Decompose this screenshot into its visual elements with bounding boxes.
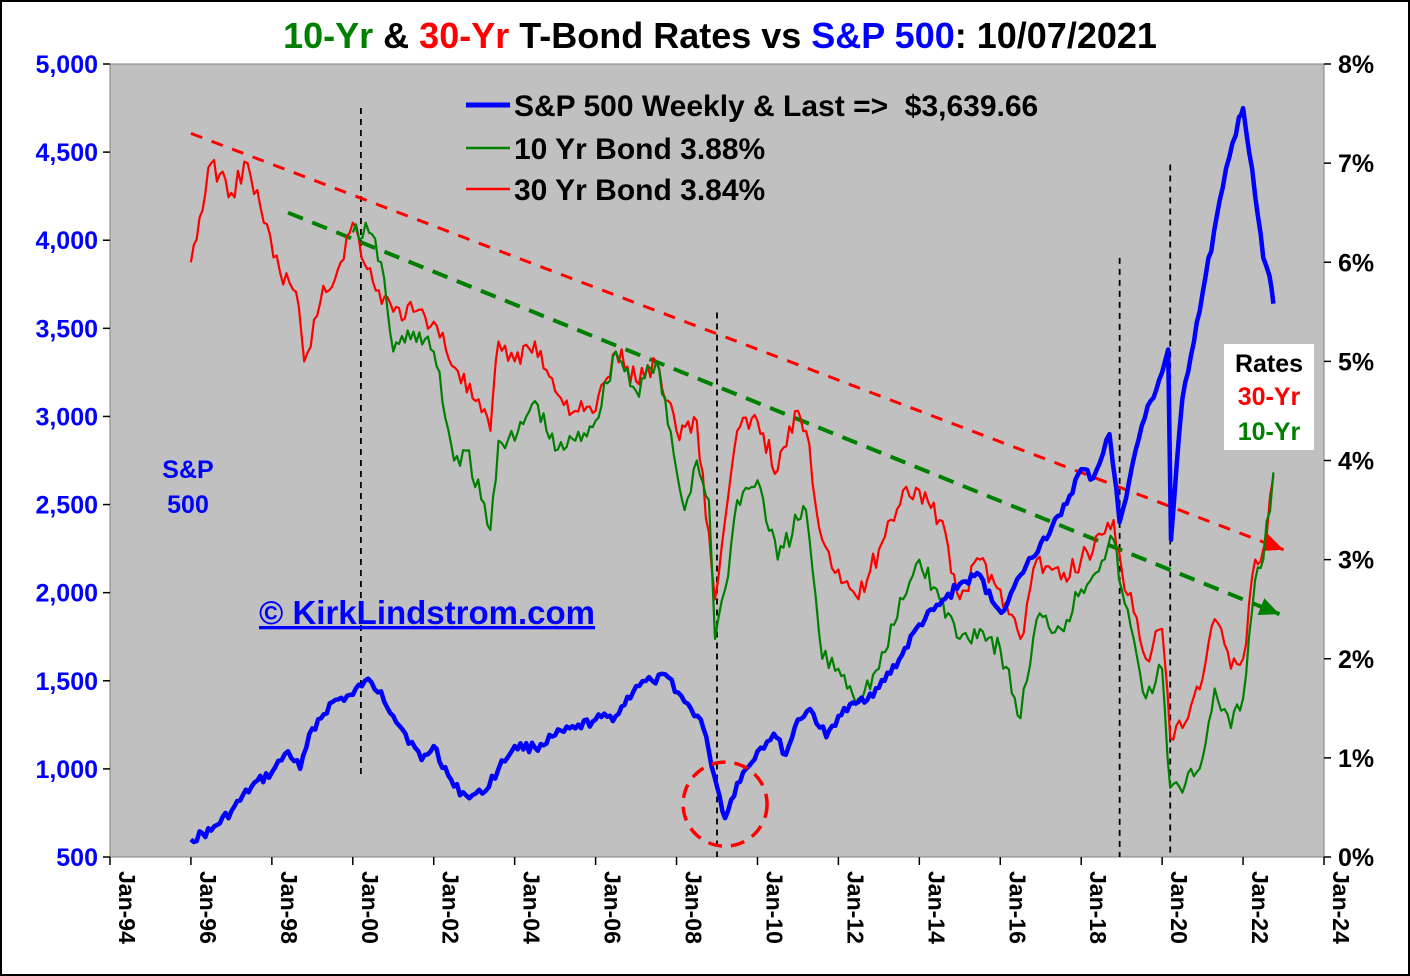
left-axis-tick-label: 1,500: [35, 668, 98, 696]
series-line-10yr: [351, 221, 1275, 794]
left-axis-tick-label: 4,500: [35, 139, 98, 167]
rates-box: Rates 30-Yr 10-Yr: [1224, 344, 1314, 450]
x-axis-tick-label: Jan-00: [357, 871, 383, 944]
rates-box-bg: [1224, 344, 1314, 450]
marks: [189, 105, 1285, 857]
right-axis-tick-label: 1%: [1338, 745, 1374, 773]
right-axis-tick-label: 2%: [1338, 646, 1374, 674]
left-axis-tick-label: 500: [56, 844, 98, 872]
x-axis-tick-label: Jan-02: [438, 871, 464, 944]
series-line-30yr: [189, 159, 1275, 741]
title-date: : 10/07/2021: [955, 15, 1157, 56]
legend-label-10yr: 10 Yr Bond 3.88%: [514, 133, 765, 166]
title-sp500: S&P 500: [811, 15, 954, 56]
x-axis-tick-label: Jan-08: [681, 871, 707, 944]
right-axis-tick-label: 3%: [1338, 547, 1374, 575]
x-axis-tick-label: Jan-22: [1247, 871, 1273, 944]
legend: S&P 500 Weekly & Last => $3,639.66 10 Yr…: [466, 90, 1038, 207]
right-axis-tick-label: 8%: [1338, 51, 1374, 79]
right-axis-tick-label: 4%: [1338, 448, 1374, 476]
x-axis-tick-label: Jan-06: [600, 871, 626, 944]
x-axis-tick-label: Jan-18: [1085, 871, 1111, 944]
x-axis-tick-label: Jan-98: [276, 871, 302, 944]
x-axis-tick-label: Jan-10: [761, 871, 787, 944]
left-axis-tick-label: 5,000: [35, 51, 98, 79]
copyright-link[interactable]: © KirkLindstrom.com: [259, 594, 595, 631]
trendline-10yr-arrow: [1257, 598, 1280, 615]
left-axis-tick-label: 3,500: [35, 315, 98, 343]
title-and: &: [373, 15, 419, 56]
title-tbond: T-Bond Rates vs: [509, 15, 811, 56]
legend-label-sp500: S&P 500 Weekly & Last => $3,639.66: [514, 90, 1038, 123]
x-axis-tick-label: Jan-24: [1328, 871, 1354, 944]
rates-30yr: 30-Yr: [1238, 383, 1301, 411]
left-axis-tick-label: 2,500: [35, 492, 98, 520]
legend-label-30yr: 30 Yr Bond 3.84%: [514, 174, 765, 207]
right-axis-tick-label: 7%: [1338, 150, 1374, 178]
rates-title: Rates: [1235, 350, 1303, 378]
left-axis-tick-label: 4,000: [35, 227, 98, 255]
x-axis-tick-label: Jan-16: [1004, 871, 1030, 944]
rates-10yr: 10-Yr: [1238, 418, 1301, 446]
left-axis-tick-label: 2,000: [35, 580, 98, 608]
left-axis-tick-label: 3,000: [35, 403, 98, 431]
sp500-label-line2: 500: [167, 491, 209, 519]
right-axis-tick-label: 0%: [1338, 844, 1374, 872]
right-axis-tick-label: 6%: [1338, 249, 1374, 277]
x-axis-tick-label: Jan-14: [923, 871, 949, 944]
title-30yr: 30-Yr: [419, 15, 509, 56]
bottom-circle-marker: [681, 760, 769, 848]
series-line-sp500: [189, 105, 1276, 845]
x-axis-tick-label: Jan-94: [114, 871, 140, 944]
x-axis-tick-label: Jan-12: [842, 871, 868, 944]
trendline-10yr: [287, 210, 1281, 616]
left-axis-tick-label: 1,000: [35, 756, 98, 784]
axes: 500 1,000 1,500 2,000 2,500 3,000 3,500 4,000 4,…: [35, 51, 1374, 944]
x-axis-tick-label: Jan-96: [195, 871, 221, 944]
chart-title: 10-Yr & 30-Yr T-Bond Rates vs S&P 500: 1…: [283, 15, 1157, 56]
sp500-label-line1: S&P: [162, 456, 213, 484]
trendline-30yr: [190, 131, 1285, 552]
x-axis-tick-label: Jan-04: [519, 871, 545, 944]
title-10yr: 10-Yr: [283, 15, 373, 56]
x-axis-tick-label: Jan-20: [1166, 871, 1192, 944]
right-axis-tick-label: 5%: [1338, 348, 1374, 376]
